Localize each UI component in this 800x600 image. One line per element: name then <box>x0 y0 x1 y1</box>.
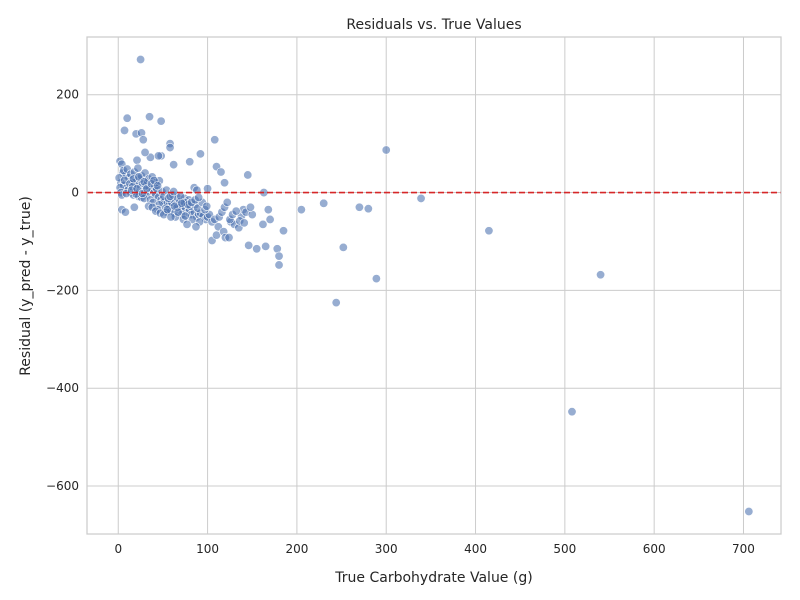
scatter-point <box>153 181 163 191</box>
x-tick-label: 500 <box>553 542 576 556</box>
x-tick-label: 0 <box>114 542 122 556</box>
scatter-point <box>194 192 204 202</box>
scatter-point <box>231 206 241 216</box>
scatter-point <box>166 212 176 222</box>
x-tick-label: 700 <box>732 542 755 556</box>
scatter-point <box>263 205 273 215</box>
scatter-point <box>272 244 282 254</box>
x-tick-label: 100 <box>196 542 219 556</box>
scatter-point <box>239 218 249 228</box>
scatter-point <box>138 135 148 145</box>
scatter-point <box>274 251 284 261</box>
y-tick-label: −200 <box>46 283 79 297</box>
x-tick-label: 200 <box>285 542 308 556</box>
scatter-point <box>331 298 341 308</box>
y-axis-label: Residual (y_pred - y_true) <box>18 196 34 376</box>
scatter-point <box>173 207 183 217</box>
scatter-point <box>278 226 288 236</box>
scatter-point <box>182 219 192 229</box>
scatter-points <box>114 55 754 516</box>
scatter-point <box>252 244 262 254</box>
y-tick-label: −600 <box>46 479 79 493</box>
x-tick-label: 600 <box>643 542 666 556</box>
scatter-point <box>203 184 213 194</box>
scatter-point <box>216 167 226 177</box>
scatter-point <box>224 233 234 243</box>
scatter-point <box>133 163 143 173</box>
y-tick-label: −400 <box>46 381 79 395</box>
scatter-point <box>245 202 255 212</box>
scatter-point <box>354 202 364 212</box>
scatter-point <box>169 160 179 170</box>
scatter-point <box>744 506 754 516</box>
scatter-point <box>363 204 373 214</box>
plot-frame <box>86 36 782 535</box>
scatter-point <box>136 55 146 65</box>
scatter-point <box>338 242 348 252</box>
scatter-point <box>567 407 577 417</box>
x-tick-label: 400 <box>464 542 487 556</box>
y-tick-label: 200 <box>56 88 79 102</box>
scatter-point <box>247 210 257 220</box>
x-axis-label: True Carbohydrate Value (g) <box>334 570 532 586</box>
scatter-point <box>261 241 271 251</box>
scatter-point <box>274 260 284 270</box>
scatter-point <box>185 157 195 167</box>
scatter-point <box>416 193 426 203</box>
scatter-point <box>220 178 230 188</box>
scatter-point <box>381 145 391 155</box>
scatter-point <box>195 149 205 159</box>
scatter-point <box>222 197 232 207</box>
scatter-point <box>180 211 190 221</box>
scatter-point <box>153 151 163 161</box>
scatter-point <box>165 143 175 153</box>
scatter-point <box>120 125 130 135</box>
scatter-point <box>140 147 150 157</box>
scatter-point <box>191 222 201 232</box>
scatter-point <box>258 219 268 229</box>
scatter-point <box>202 201 212 211</box>
scatter-point <box>120 207 130 217</box>
x-tick-labels: 0 100 200 300 400 500 600 700 <box>114 542 754 556</box>
scatter-point <box>265 214 275 224</box>
scatter-point <box>156 116 166 126</box>
scatter-point <box>132 155 142 165</box>
scatter-point <box>122 113 132 123</box>
scatter-point <box>169 187 179 197</box>
x-tick-label: 300 <box>375 542 398 556</box>
scatter-point <box>484 226 494 236</box>
scatter-point <box>145 112 155 122</box>
chart-title: Residuals vs. True Values <box>346 17 521 33</box>
scatter-point <box>296 205 306 215</box>
scatter-point <box>371 274 381 284</box>
scatter-point <box>319 198 329 208</box>
scatter-point <box>243 170 253 180</box>
scatter-point <box>162 205 172 215</box>
grid <box>87 37 781 534</box>
y-tick-label: 0 <box>71 186 79 200</box>
scatter-point <box>177 198 187 208</box>
y-tick-labels: −600 −400 −200 0 200 <box>46 88 79 493</box>
scatter-point <box>129 202 139 212</box>
scatter-point <box>596 270 606 280</box>
scatter-point <box>210 135 220 145</box>
scatter-point <box>244 240 254 250</box>
